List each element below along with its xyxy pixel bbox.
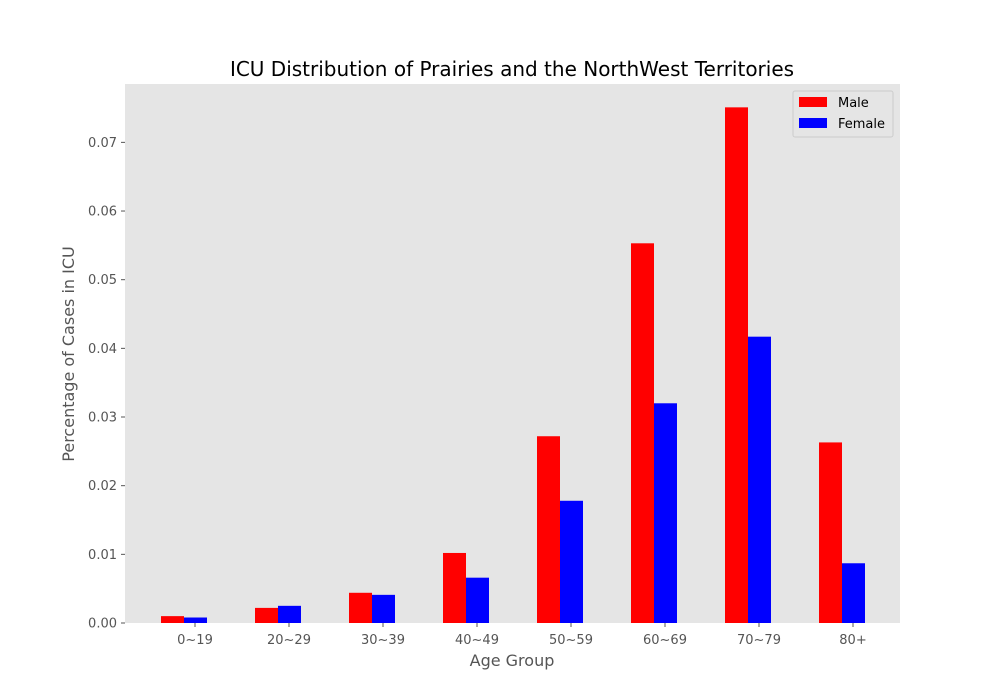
- x-tick-label: 20~29: [267, 633, 311, 648]
- bar-male-4: [537, 436, 560, 623]
- x-tick-label: 70~79: [737, 633, 781, 648]
- y-tick-label: 0.07: [88, 136, 117, 151]
- y-axis-ticks: 0.00 0.01 0.02 0.03 0.04 0.05 0.06 0.07: [88, 136, 125, 632]
- legend-swatch-male: [799, 97, 827, 107]
- bar-male-7: [819, 442, 842, 623]
- bar-female-1: [278, 605, 301, 623]
- bar-female-6: [748, 336, 771, 623]
- x-axis-ticks: 0~19 20~29 30~39 40~49 50~59 60~69 70~79 80+: [177, 623, 867, 648]
- x-tick-label: 50~59: [549, 633, 593, 648]
- bar-male-0: [161, 616, 184, 623]
- bar-male-5: [631, 243, 654, 623]
- bar-female-2: [372, 594, 395, 623]
- bar-male-6: [725, 107, 748, 624]
- x-tick-label: 60~69: [643, 633, 687, 648]
- bars-layer: [161, 107, 865, 624]
- y-tick-label: 0.04: [88, 342, 117, 357]
- y-tick-label: 0.06: [88, 205, 117, 220]
- x-tick-label: 0~19: [177, 633, 213, 648]
- y-tick-label: 0.05: [88, 273, 117, 288]
- x-axis-label: Age Group: [470, 651, 555, 670]
- bar-female-3: [466, 577, 489, 623]
- chart-title: ICU Distribution of Prairies and the Nor…: [230, 57, 794, 81]
- legend-swatch-female: [799, 118, 827, 128]
- x-tick-label: 30~39: [361, 633, 405, 648]
- bar-female-7: [842, 563, 865, 623]
- y-axis-label: Percentage of Cases in ICU: [59, 246, 78, 461]
- y-tick-label: 0.01: [88, 548, 117, 563]
- plot-area: [125, 84, 900, 623]
- y-tick-label: 0.02: [88, 479, 117, 494]
- bar-male-2: [349, 592, 372, 623]
- bar-female-0: [184, 617, 207, 623]
- bar-female-5: [654, 403, 677, 623]
- x-tick-label: 40~49: [455, 633, 499, 648]
- y-tick-label: 0.03: [88, 411, 117, 426]
- y-tick-label: 0.00: [88, 617, 117, 632]
- legend: Male Female: [792, 90, 894, 138]
- legend-label-male: Male: [838, 96, 869, 111]
- legend-label-female: Female: [838, 117, 885, 132]
- bar-male-3: [443, 552, 466, 623]
- x-tick-label: 80+: [839, 633, 866, 648]
- bar-male-1: [255, 607, 278, 623]
- bar-female-4: [560, 500, 583, 623]
